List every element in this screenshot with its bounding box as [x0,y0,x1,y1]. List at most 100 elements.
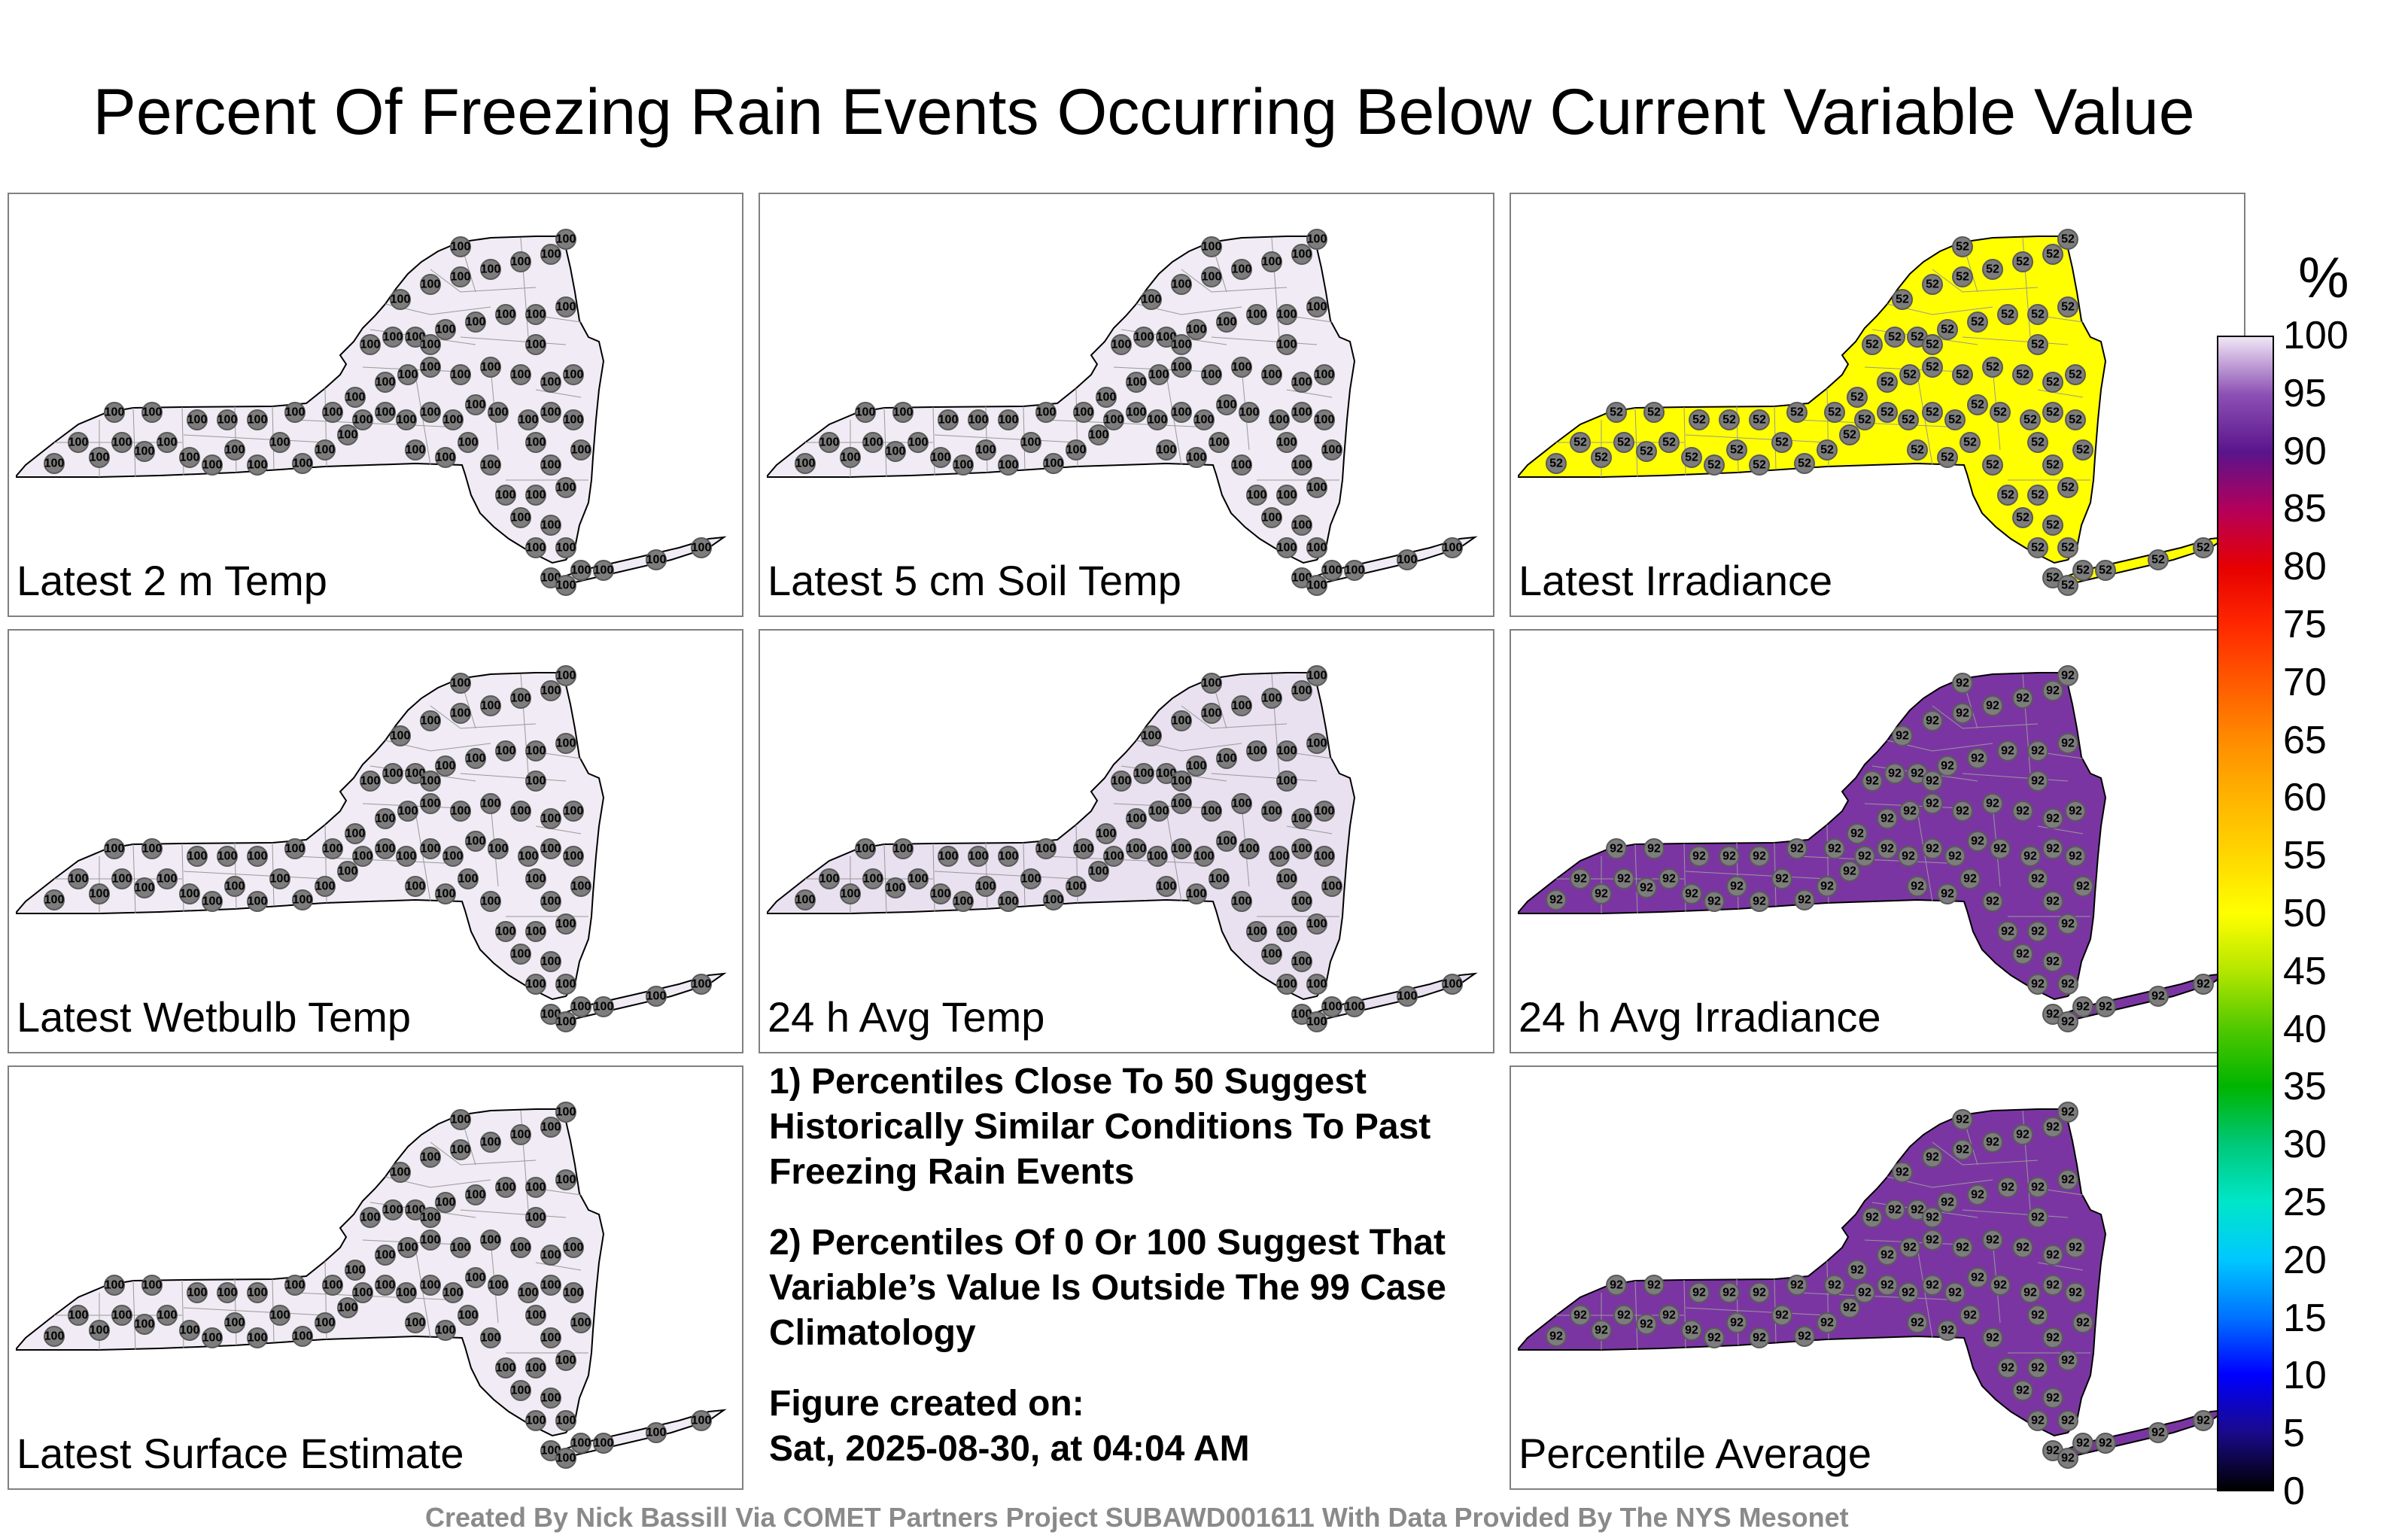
station-value: 100 [564,1242,584,1254]
station-marker: 92 [1899,801,1920,822]
station-dot [397,1237,418,1258]
station-value: 52 [1993,406,2007,419]
long-island-outline [546,536,727,588]
station-value: 92 [2076,1437,2090,1450]
station-value: 100 [225,880,245,893]
station-value: 100 [421,775,441,788]
station-value: 100 [556,1174,576,1187]
station-value: 92 [1753,1332,1766,1345]
station-value: 52 [1941,324,1954,336]
station-marker: 100 [488,1275,509,1296]
station-dot [570,1312,591,1333]
station-dot [179,883,200,904]
station-marker: 100 [284,838,306,859]
station-dot [1681,447,1702,468]
station-dot [495,485,516,506]
station-marker: 100 [397,801,418,822]
station-marker: 52 [1771,432,1792,453]
station-marker: 100 [1314,801,1335,822]
station-marker: 100 [975,876,996,897]
station-dot [975,876,996,897]
station-dot [465,1267,486,1288]
station-marker: 100 [1306,733,1327,754]
station-marker: 100 [840,447,861,468]
station-value: 100 [458,1309,479,1322]
station-dot [1990,838,2011,859]
station-value: 100 [135,882,155,895]
station-marker: 100 [382,763,403,784]
county-boundary [2037,825,2084,834]
panel-label: 24 h Avg Temp [768,993,1045,1041]
station-value: 92 [1647,1279,1661,1292]
station-dot [1261,801,1282,822]
station-marker: 100 [420,402,441,423]
station-dot [1877,808,1898,829]
station-dot [1291,891,1312,912]
station-value: 100 [315,880,336,893]
station-dot [1261,944,1282,965]
station-dot [930,883,951,904]
station-value: 100 [421,843,441,856]
station-marker: 100 [1276,537,1297,558]
station-value: 92 [1573,1309,1587,1322]
station-dot [1126,838,1147,859]
station-value: 92 [1549,1330,1563,1343]
station-dot [458,1305,479,1326]
station-dot [2012,1380,2033,1401]
station-value: 92 [2001,1181,2014,1194]
station-value: 52 [1790,406,1804,419]
station-value: 100 [541,956,561,968]
station-value: 92 [2046,843,2060,856]
station-dot [1020,432,1041,453]
station-dot [1749,1327,1770,1348]
station-dot [1749,846,1770,867]
station-marker: 100 [1148,364,1169,385]
station-value: 52 [2061,233,2075,246]
station-value: 100 [1443,542,1463,555]
station-dot [1636,877,1657,898]
station-dot [518,409,539,430]
station-value: 52 [2076,444,2090,457]
station-dot [510,1380,531,1401]
station-marker: 100 [555,1410,576,1431]
station-marker: 100 [555,575,576,596]
station-dot [1899,801,1920,822]
station-dot [1156,876,1177,897]
station-marker: 100 [141,838,163,859]
station-value: 100 [1307,737,1327,750]
station-marker: 100 [1171,334,1192,355]
station-marker: 100 [1216,394,1237,415]
station-marker: 52 [1824,402,1845,423]
station-value: 100 [526,1362,546,1375]
station-marker: 92 [2072,1312,2093,1333]
station-marker: 100 [345,387,366,408]
station-dot [2193,1410,2214,1431]
station-value: 92 [2046,1392,2060,1405]
station-value: 52 [2031,542,2045,555]
station-value: 92 [1843,865,1856,878]
station-marker: 100 [396,846,417,867]
station-marker: 100 [337,861,358,882]
station-value: 100 [556,737,576,750]
station-dot [2027,974,2048,995]
station-value: 52 [1820,444,1834,457]
station-value: 92 [1828,843,1841,856]
station-marker: 100 [855,402,876,423]
station-dot [1990,1275,2011,1296]
station-dot [396,846,417,867]
station-value: 100 [541,895,561,908]
station-dot [1749,409,1770,430]
station-value: 100 [1322,564,1342,577]
station-marker: 92 [1967,748,1988,769]
station-value: 100 [481,700,501,713]
station-marker: 100 [1201,673,1222,694]
station-value: 100 [421,406,441,419]
station-value: 100 [202,895,223,908]
station-value: 100 [1187,760,1207,773]
station-value: 100 [451,241,471,254]
station-marker: 100 [1201,801,1222,822]
station-dot [405,876,426,897]
station-value: 52 [1986,459,1999,472]
